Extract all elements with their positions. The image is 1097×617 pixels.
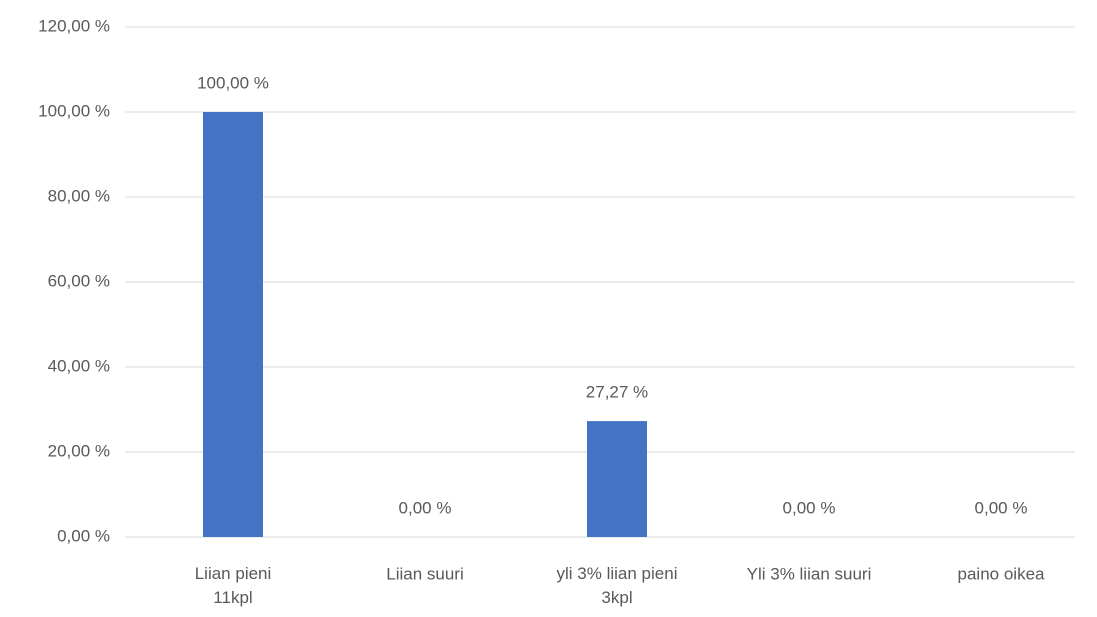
y-tick-label: 0,00 % (57, 526, 110, 545)
x-tick-label: yli 3% liian pieni 3kpl (557, 564, 678, 607)
bar (203, 112, 263, 537)
data-label: 27,27 % (586, 383, 648, 402)
y-tick-label: 20,00 % (48, 441, 110, 460)
x-tick-label: paino oikea (958, 564, 1046, 583)
x-tick-label: Liian pieni 11kpl (195, 564, 272, 607)
data-label: 0,00 % (399, 498, 452, 517)
data-label: 0,00 % (783, 498, 836, 517)
data-label: 0,00 % (975, 498, 1028, 517)
bar (587, 421, 647, 537)
x-tick-label: Yli 3% liian suuri (747, 564, 872, 583)
y-tick-label: 120,00 % (38, 16, 110, 35)
y-tick-label: 60,00 % (48, 271, 110, 290)
x-tick-label: Liian suuri (386, 564, 464, 583)
y-tick-label: 40,00 % (48, 356, 110, 375)
y-tick-label: 100,00 % (38, 101, 110, 120)
y-tick-label: 80,00 % (48, 186, 110, 205)
data-label: 100,00 % (197, 73, 269, 92)
